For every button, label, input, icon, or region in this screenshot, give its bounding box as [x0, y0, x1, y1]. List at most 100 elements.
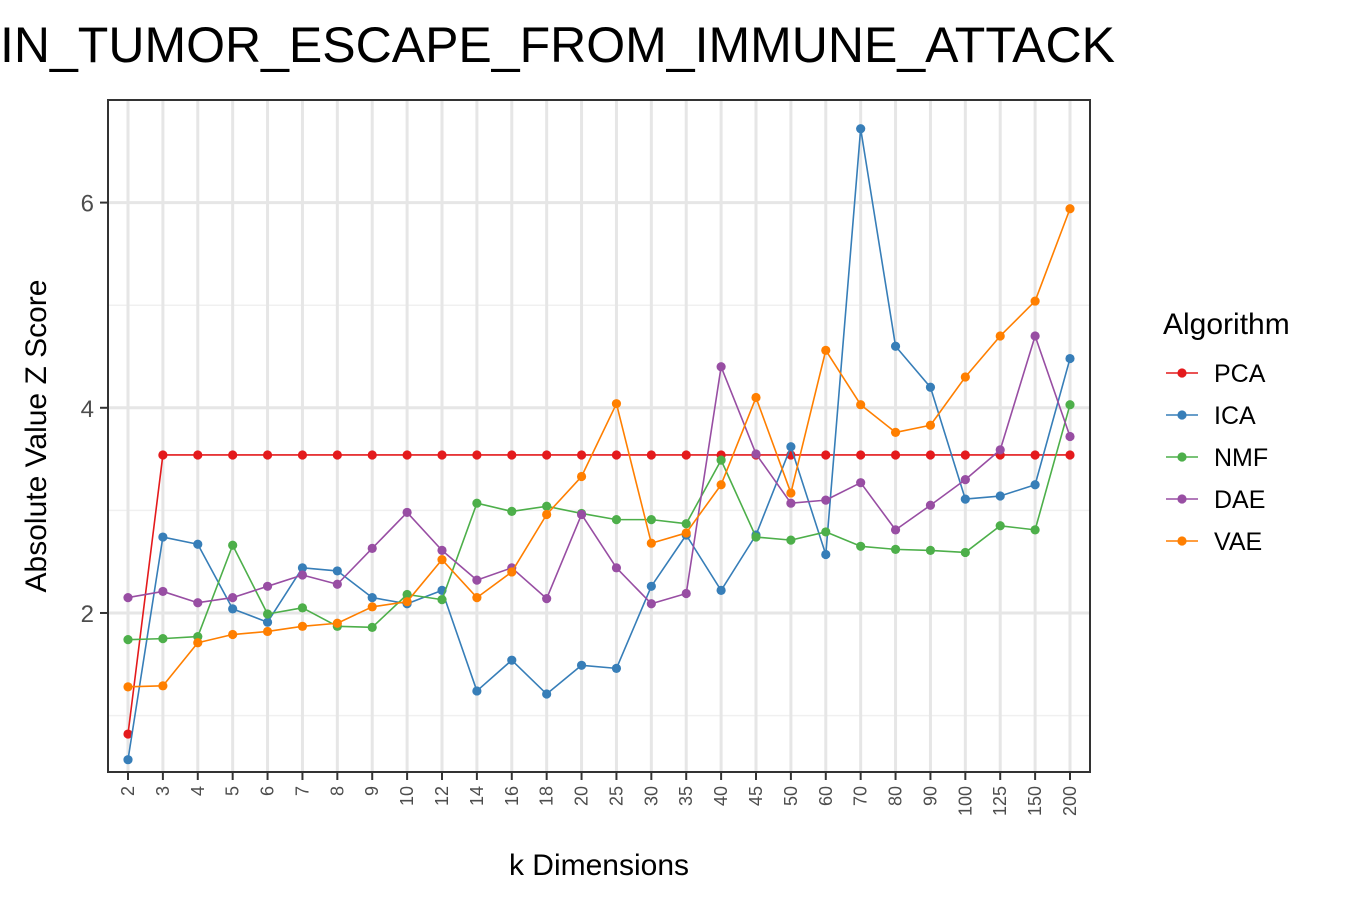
data-point-pca: [646, 450, 656, 460]
data-point-pca: [1030, 450, 1040, 460]
y-tick-label: 2: [81, 601, 94, 628]
legend-label-pca: PCA: [1214, 360, 1266, 388]
data-point-ica: [716, 585, 726, 596]
data-point-dae: [681, 588, 691, 599]
data-point-nmf: [611, 515, 622, 525]
y-axis-title: Absolute Value Z Score: [20, 280, 53, 593]
x-tick-label: 45: [746, 786, 766, 806]
data-point-nmf: [821, 527, 831, 537]
data-point-pca: [472, 450, 482, 460]
data-point-dae: [576, 509, 587, 520]
x-tick-label: 30: [641, 786, 661, 806]
data-point-vae: [158, 681, 168, 691]
plot-border: [107, 99, 1091, 773]
data-point-ica: [925, 382, 936, 392]
data-point-nmf: [297, 603, 308, 613]
data-point-nmf: [158, 634, 168, 644]
data-point-dae: [890, 525, 901, 535]
data-point-vae: [751, 392, 761, 403]
data-point-vae: [193, 638, 203, 648]
x-tick-label: 35: [676, 786, 696, 806]
data-point-nmf: [402, 589, 412, 600]
data-point-vae: [1030, 296, 1040, 306]
data-point-ica: [262, 617, 273, 627]
data-point-dae: [716, 362, 726, 372]
data-point-dae: [821, 495, 831, 505]
legend-items: PCA ICA NMF DAE VAE: [1166, 360, 1268, 556]
data-point-pca: [228, 450, 238, 460]
series-line-pca: [127, 454, 1070, 735]
data-point-pca: [960, 450, 970, 460]
data-point-nmf: [437, 595, 447, 605]
data-point-ica: [646, 581, 656, 591]
data-point-ica: [611, 663, 622, 673]
x-tick-label: 10: [397, 786, 417, 806]
data-point-dae: [960, 475, 970, 485]
data-point-ica: [995, 491, 1005, 501]
data-point-pca: [821, 450, 831, 460]
x-tick-label: 18: [537, 786, 557, 806]
legend-label-ica: ICA: [1214, 402, 1256, 430]
data-point-pca: [576, 450, 587, 460]
x-tick-label: 150: [1025, 786, 1045, 816]
data-point-dae: [193, 598, 203, 608]
data-point-dae: [995, 445, 1005, 455]
series-line-nmf: [127, 404, 1071, 641]
plot-background: [108, 100, 1090, 772]
legend-key-point-pca: [1177, 368, 1187, 378]
data-point-dae: [437, 545, 447, 555]
series-line-vae: [127, 208, 1071, 688]
data-point-pca: [1065, 450, 1075, 460]
data-point-vae: [925, 420, 936, 430]
data-point-vae: [1065, 204, 1075, 214]
data-point-pca: [402, 450, 412, 460]
data-point-nmf: [1065, 400, 1075, 410]
data-point-nmf: [890, 544, 901, 554]
x-axis-title: k Dimensions: [509, 849, 689, 882]
x-axis: 2 3 4 5 6 7 8 9 10 12 14 16 18 20 25 30 35 40 45 50 60 70 80 90…: [118, 772, 1080, 816]
data-point-vae: [821, 345, 831, 355]
y-tick-label: 4: [81, 396, 94, 423]
data-point-ica: [576, 660, 587, 670]
data-point-nmf: [751, 532, 761, 542]
data-point-vae: [856, 400, 866, 410]
x-tick-label: 4: [188, 786, 208, 796]
data-point-dae: [332, 579, 342, 589]
legend-label-dae: DAE: [1214, 486, 1265, 514]
legend-label-nmf: NMF: [1214, 444, 1268, 472]
grid-layer: [108, 100, 1090, 772]
data-point-pca: [542, 450, 552, 460]
data-point-pca: [297, 450, 308, 460]
data-point-vae: [716, 480, 726, 490]
data-point-ica: [123, 755, 133, 765]
data-point-nmf: [925, 545, 936, 555]
data-point-ica: [960, 494, 970, 504]
legend-key-point-dae: [1177, 494, 1187, 504]
data-point-pca: [367, 450, 377, 460]
data-point-dae: [611, 563, 622, 573]
x-tick-label: 200: [1060, 786, 1080, 816]
x-tick-label: 3: [153, 786, 173, 796]
legend-key-point-ica: [1177, 410, 1187, 420]
data-point-vae: [995, 331, 1005, 341]
data-point-ica: [821, 549, 831, 560]
data-point-pca: [123, 729, 133, 739]
y-tick-label: 6: [81, 191, 94, 218]
data-point-ica: [890, 341, 901, 351]
data-point-dae: [1065, 431, 1075, 442]
series-line-ica: [127, 127, 1071, 760]
x-tick-label: 70: [851, 786, 871, 806]
series-layer: [123, 124, 1075, 765]
data-point-nmf: [960, 547, 970, 558]
x-tick-label: 14: [467, 786, 487, 806]
data-point-ica: [1030, 480, 1040, 490]
data-point-pca: [437, 450, 447, 460]
data-point-pca: [890, 450, 901, 460]
legend-key-point-nmf: [1177, 452, 1187, 462]
data-point-vae: [681, 528, 691, 538]
data-point-vae: [786, 488, 796, 498]
data-point-vae: [262, 626, 273, 637]
data-point-nmf: [856, 541, 866, 551]
data-point-nmf: [542, 501, 552, 511]
